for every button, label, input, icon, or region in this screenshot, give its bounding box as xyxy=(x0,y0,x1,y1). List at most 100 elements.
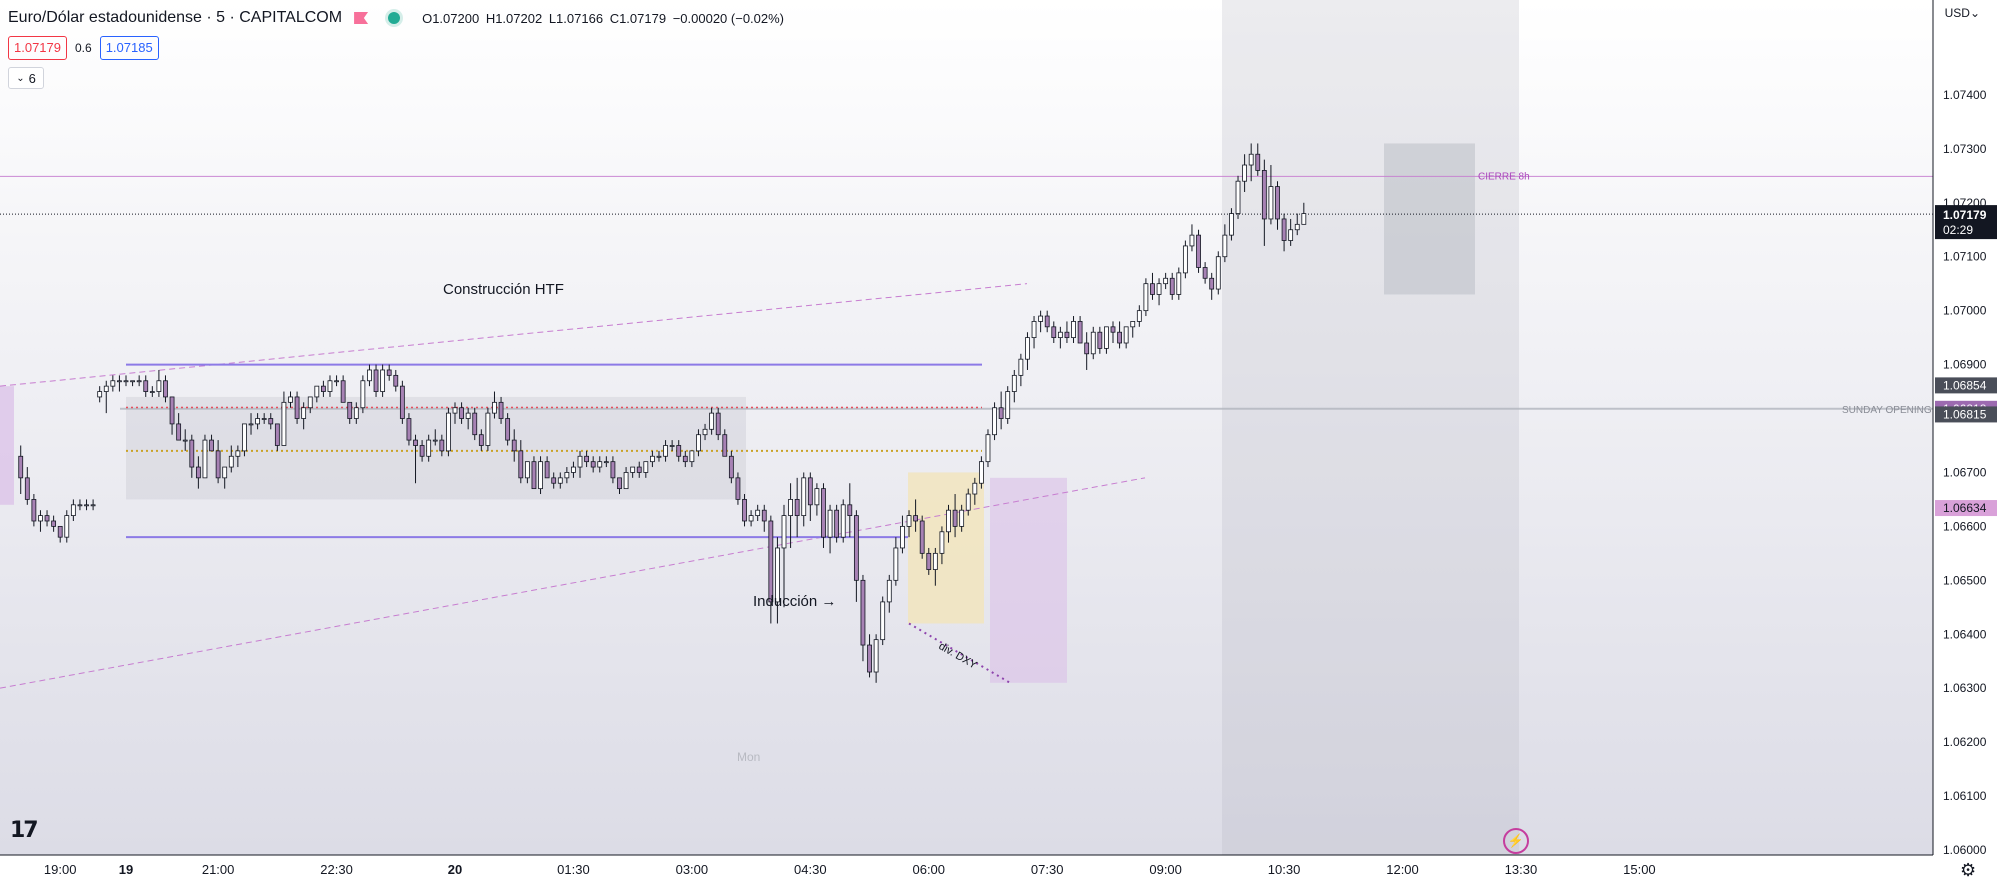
buy-button[interactable]: 1.07185 xyxy=(99,36,159,60)
candle xyxy=(1281,213,1287,252)
price-tick-label: 1.06200 xyxy=(1943,735,1987,749)
candle xyxy=(952,494,958,538)
candle xyxy=(31,494,37,527)
candle xyxy=(1189,224,1195,252)
candle xyxy=(478,429,484,451)
candle xyxy=(1235,175,1241,219)
divergence-line xyxy=(908,622,1011,684)
time-tick-label: 19:00 xyxy=(44,862,77,877)
candle xyxy=(1196,229,1201,273)
level-label: CIERRE 8h xyxy=(1478,171,1530,182)
candle xyxy=(143,375,149,397)
price-tick-label: 1.06100 xyxy=(1943,789,1987,803)
candle xyxy=(156,369,162,397)
annotation-label: Inducción → xyxy=(753,593,836,610)
candle xyxy=(906,510,912,538)
candle xyxy=(459,402,464,424)
price-label-box xyxy=(1935,406,1997,423)
candle xyxy=(1294,213,1300,236)
tradingview-logo[interactable]: 17 xyxy=(10,818,39,843)
time-tick-label: 09:00 xyxy=(1149,862,1182,877)
flag-icon[interactable] xyxy=(354,12,369,24)
candle xyxy=(577,450,583,478)
candle xyxy=(1261,159,1267,246)
time-tick-label: 01:30 xyxy=(557,862,590,877)
candle xyxy=(840,499,846,543)
candle xyxy=(1182,240,1188,279)
symbol-title[interactable]: Euro/Dólar estadounidense · 5 · CAPITALC… xyxy=(8,9,343,26)
candle xyxy=(202,434,208,479)
candle xyxy=(788,483,793,548)
price-tick-label: 1.06400 xyxy=(1943,627,1987,641)
candle xyxy=(650,450,655,468)
candle xyxy=(169,396,175,435)
currency-selector[interactable]: USD⌄ xyxy=(1944,6,1980,20)
candle xyxy=(571,461,576,478)
candle xyxy=(1275,181,1280,230)
candle xyxy=(689,450,695,468)
candle xyxy=(163,375,168,403)
candle xyxy=(768,515,774,624)
candle xyxy=(274,423,280,451)
candle xyxy=(742,494,747,527)
candle xyxy=(761,504,767,532)
candle xyxy=(1215,251,1221,295)
countdown-label: 02:29 xyxy=(1943,223,1973,237)
candle xyxy=(1018,353,1024,387)
candle xyxy=(702,423,708,441)
candle xyxy=(1090,326,1096,360)
indicators-toggle-button[interactable]: ⌄ 6 xyxy=(8,67,44,89)
candle xyxy=(419,440,425,462)
candle xyxy=(1176,267,1182,300)
candle xyxy=(867,634,872,678)
candle xyxy=(584,450,589,468)
candle xyxy=(182,429,188,451)
candle xyxy=(610,456,616,484)
time-tick-label: 20 xyxy=(448,862,462,877)
candle xyxy=(1130,321,1136,338)
time-tick-label: 13:30 xyxy=(1505,862,1538,877)
candle xyxy=(1169,272,1175,300)
quote-panel: 1.07179 0.6 1.07185 xyxy=(8,36,159,60)
candle xyxy=(1117,321,1122,349)
gear-icon[interactable]: ⚙ xyxy=(1960,860,1977,880)
candle xyxy=(524,461,530,484)
candle xyxy=(44,510,50,527)
candle xyxy=(564,467,570,484)
candle xyxy=(18,445,24,495)
candle xyxy=(485,407,491,451)
candle xyxy=(1301,202,1307,225)
price-tick-label: 1.06500 xyxy=(1943,573,1987,587)
time-tick-label: 19 xyxy=(119,862,133,877)
candle xyxy=(103,380,109,414)
candle xyxy=(1288,218,1294,246)
price-tick-label: 1.06000 xyxy=(1943,843,1987,857)
left-zone xyxy=(0,386,14,505)
flash-icon[interactable]: ⚡ xyxy=(1503,828,1529,854)
candle xyxy=(426,434,432,462)
candle xyxy=(84,499,89,511)
candle xyxy=(913,499,918,532)
candle xyxy=(590,456,596,473)
candle xyxy=(242,423,247,457)
candle xyxy=(603,456,609,468)
candle xyxy=(347,401,353,424)
price-label-box xyxy=(1935,377,1997,394)
price-tick-label: 1.06700 xyxy=(1943,465,1987,479)
candle xyxy=(715,407,721,441)
candle xyxy=(551,472,557,489)
candle xyxy=(320,380,326,397)
time-tick-label: 15:00 xyxy=(1623,862,1656,877)
currency-label: USD xyxy=(1944,6,1970,20)
candle xyxy=(64,510,70,543)
sell-button[interactable]: 1.07179 xyxy=(8,36,67,60)
time-tick-label: 10:30 xyxy=(1268,862,1301,877)
time-tick-label: 21:00 xyxy=(202,862,235,877)
candle xyxy=(123,375,129,387)
candle xyxy=(1156,278,1162,306)
chart-area[interactable] xyxy=(0,0,1933,855)
candle xyxy=(314,385,320,403)
candle xyxy=(268,413,274,430)
candle xyxy=(946,504,951,543)
